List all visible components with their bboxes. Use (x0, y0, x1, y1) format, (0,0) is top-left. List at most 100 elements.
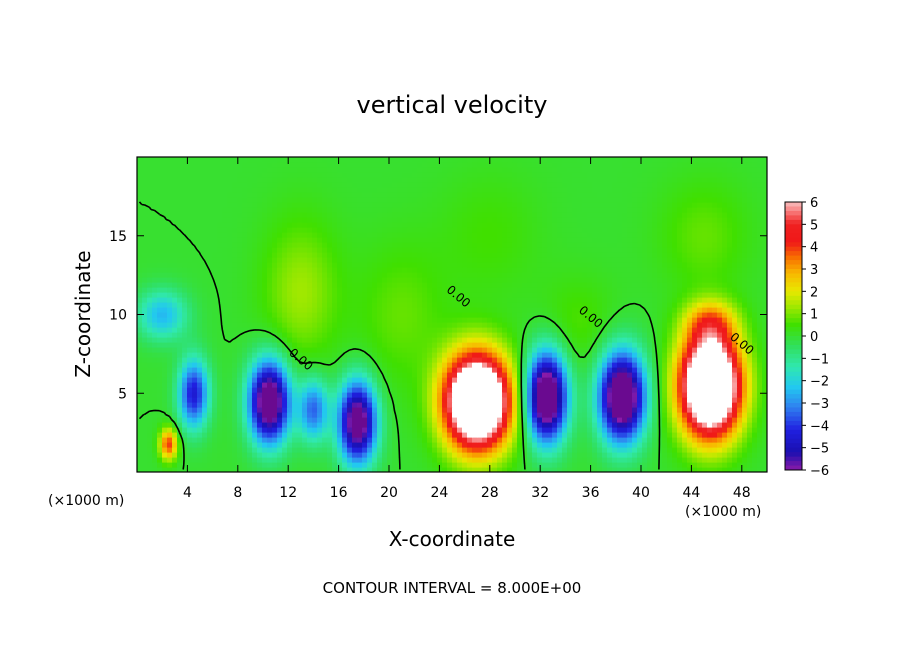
heatmap-cell (627, 407, 633, 413)
heatmap-cell (402, 432, 408, 438)
heatmap-cell (172, 327, 178, 333)
heatmap-cell (247, 432, 253, 438)
heatmap-cell (357, 322, 363, 328)
heatmap-cell (547, 387, 553, 393)
heatmap-cell (147, 292, 153, 298)
heatmap-cell (237, 292, 243, 298)
heatmap-cell (252, 352, 258, 358)
heatmap-cell (192, 332, 198, 338)
heatmap-cell (322, 402, 328, 408)
heatmap-cell (582, 302, 588, 308)
heatmap-cell (692, 282, 698, 288)
heatmap-cell (732, 282, 738, 288)
heatmap-cell (422, 382, 428, 388)
heatmap-cell (427, 282, 433, 288)
heatmap-cell (437, 452, 443, 458)
heatmap-cell (537, 442, 543, 448)
heatmap-cell (727, 352, 733, 358)
heatmap-cell (437, 447, 443, 453)
heatmap-cell (702, 342, 708, 348)
heatmap-cell (457, 457, 463, 463)
heatmap-cell (422, 282, 428, 288)
heatmap-cell (192, 447, 198, 453)
heatmap-cell (327, 387, 333, 393)
heatmap-cell (757, 417, 763, 423)
heatmap-cell (312, 282, 318, 288)
heatmap-cell (187, 387, 193, 393)
heatmap-cell (447, 277, 453, 283)
heatmap-cell (627, 347, 633, 353)
heatmap-cell (402, 442, 408, 448)
heatmap-cell (467, 387, 473, 393)
heatmap-cell (472, 397, 478, 403)
heatmap-cell (747, 302, 753, 308)
heatmap-cell (642, 392, 648, 398)
heatmap-cell (497, 422, 503, 428)
heatmap-cell (527, 382, 533, 388)
heatmap-cell (342, 312, 348, 318)
heatmap-cell (587, 282, 593, 288)
heatmap-cell (742, 307, 748, 313)
heatmap-cell (647, 357, 653, 363)
heatmap-cell (272, 287, 278, 293)
heatmap-cell (147, 417, 153, 423)
heatmap-cell (757, 442, 763, 448)
heatmap-cell (577, 422, 583, 428)
heatmap-cell (637, 322, 643, 328)
heatmap-cell (637, 277, 643, 283)
heatmap-cell (397, 357, 403, 363)
heatmap-cell (637, 347, 643, 353)
heatmap-cell (182, 367, 188, 373)
heatmap-cell (497, 337, 503, 343)
heatmap-cell (302, 407, 308, 413)
heatmap-cell (557, 322, 563, 328)
heatmap-cell (297, 377, 303, 383)
heatmap-cell (507, 347, 513, 353)
heatmap-cell (622, 372, 628, 378)
heatmap-cell (197, 332, 203, 338)
heatmap-cell (217, 397, 223, 403)
heatmap-cell (222, 322, 228, 328)
heatmap-cell (502, 387, 508, 393)
heatmap-cell (532, 342, 538, 348)
heatmap-cell (342, 332, 348, 338)
heatmap-cell (687, 312, 693, 318)
heatmap-cell (627, 392, 633, 398)
heatmap-cell (592, 297, 598, 303)
heatmap-cell (597, 422, 603, 428)
heatmap-cell (667, 347, 673, 353)
heatmap-cell (197, 392, 203, 398)
heatmap-cell (437, 312, 443, 318)
heatmap-cell (507, 417, 513, 423)
heatmap-cell (157, 452, 163, 458)
heatmap-cell (532, 432, 538, 438)
heatmap-cell (277, 412, 283, 418)
heatmap-cell (582, 387, 588, 393)
heatmap-cell (557, 347, 563, 353)
heatmap-cell (522, 342, 528, 348)
heatmap-cell (197, 377, 203, 383)
heatmap-cell (337, 387, 343, 393)
heatmap-cell (627, 317, 633, 323)
heatmap-cell (202, 337, 208, 343)
heatmap-cell (412, 412, 418, 418)
heatmap-cell (482, 452, 488, 458)
heatmap-cell (437, 357, 443, 363)
heatmap-cell (197, 397, 203, 403)
heatmap-cell (292, 352, 298, 358)
heatmap-cell (232, 462, 238, 468)
heatmap-cell (512, 462, 518, 468)
heatmap-cell (322, 332, 328, 338)
heatmap-cell (177, 442, 183, 448)
heatmap-cell (137, 412, 143, 418)
heatmap-cell (142, 297, 148, 303)
heatmap-cell (742, 327, 748, 333)
heatmap-cell (332, 382, 338, 388)
heatmap-cell (632, 352, 638, 358)
heatmap-cell (462, 397, 468, 403)
heatmap-cell (707, 442, 713, 448)
heatmap-cell (467, 327, 473, 333)
heatmap-cell (632, 427, 638, 433)
heatmap-cell (357, 342, 363, 348)
heatmap-cell (742, 317, 748, 323)
